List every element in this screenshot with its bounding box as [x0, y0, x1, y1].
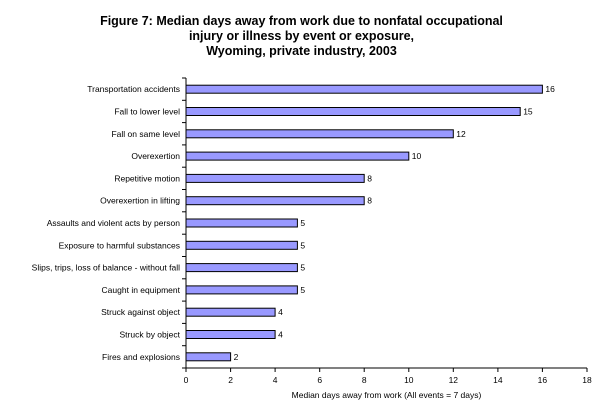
- x-tick-label: 6: [317, 375, 322, 385]
- category-label: Fall on same level: [111, 129, 180, 139]
- category-label: Transportation accidents: [87, 84, 180, 94]
- x-tick-label: 2: [228, 375, 233, 385]
- data-label: 8: [367, 196, 372, 206]
- category-label: Struck against object: [101, 307, 181, 317]
- x-tick-label: 0: [184, 375, 189, 385]
- bar: [185, 307, 276, 317]
- data-label: 15: [523, 107, 533, 117]
- category-label: Caught in equipment: [102, 285, 181, 295]
- x-tick-label: 10: [404, 375, 414, 385]
- bar: [185, 240, 298, 250]
- chart-title-line-3: Wyoming, private industry, 2003: [206, 44, 397, 58]
- category-label: Fires and explosions: [102, 352, 180, 362]
- x-tick-label: 8: [362, 375, 367, 385]
- data-label: 5: [300, 240, 305, 250]
- category-label: Exposure to harmful substances: [59, 240, 180, 250]
- data-label: 12: [456, 129, 466, 139]
- x-axis-title: Median days away from work (All events =…: [292, 390, 482, 400]
- data-label: 4: [278, 330, 283, 340]
- data-label: 5: [300, 285, 305, 295]
- bar: [185, 84, 543, 94]
- category-label: Overexertion: [131, 151, 180, 161]
- category-label: Assaults and violent acts by person: [47, 218, 181, 228]
- category-label: Slips, trips, loss of balance - without …: [32, 263, 180, 273]
- data-label: 10: [412, 151, 422, 161]
- chart-title: Figure 7: Median days away from work due…: [0, 14, 603, 59]
- data-label: 5: [300, 218, 305, 228]
- bar: [185, 218, 298, 228]
- data-label: 2: [234, 352, 239, 362]
- bar: [185, 263, 298, 273]
- data-label: 5: [300, 263, 305, 273]
- bar: [185, 352, 232, 362]
- bar: [185, 330, 276, 339]
- category-label: Struck by object: [120, 330, 181, 340]
- category-label: Fall to lower level: [114, 107, 180, 117]
- x-tick-label: 16: [538, 375, 548, 385]
- bar: [185, 107, 521, 116]
- bar: [185, 129, 454, 139]
- data-label: 8: [367, 173, 372, 183]
- x-tick-label: 4: [273, 375, 278, 385]
- bar: [185, 196, 365, 206]
- category-label: Overexertion in lifting: [100, 196, 180, 206]
- x-tick-label: 12: [449, 375, 459, 385]
- chart-title-line-2: injury or illness by event or exposure,: [188, 29, 415, 43]
- chart-title-line-1: Figure 7: Median days away from work due…: [100, 14, 503, 28]
- bar: [185, 173, 365, 183]
- data-label: 16: [545, 84, 555, 94]
- bar: [185, 151, 410, 161]
- bar: [185, 285, 298, 295]
- bars-group: Transportation accidents 16 Fall to lower …: [32, 84, 555, 362]
- x-tick-label: 14: [493, 375, 503, 385]
- x-tick-label: 18: [582, 375, 592, 385]
- data-label: 4: [278, 307, 283, 317]
- category-label: Repetitive motion: [114, 173, 180, 183]
- axes-group: 0 2 4 6 8 10 12 14 16 18: [182, 77, 592, 385]
